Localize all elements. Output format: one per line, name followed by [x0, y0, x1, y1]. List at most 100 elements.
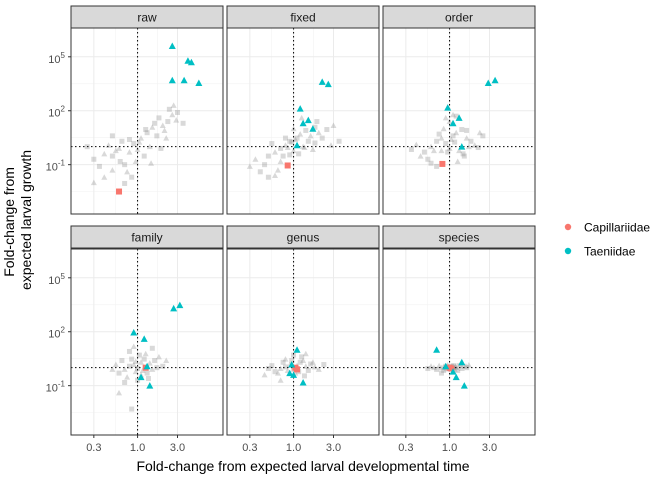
panel-border: [226, 248, 380, 436]
background-point: [149, 366, 156, 372]
background-point: [163, 357, 170, 364]
panel-border: [70, 27, 224, 215]
background-point: [265, 174, 271, 180]
background-point: [456, 363, 462, 369]
taeniidae-point: [143, 362, 151, 370]
taeniidae-point: [458, 143, 466, 150]
y-axis-title-line-2: expected larval growth: [18, 150, 34, 290]
background-point: [132, 358, 139, 365]
taeniidae-point: [442, 362, 450, 370]
background-point: [135, 377, 141, 383]
facet-strip-label: order: [445, 11, 473, 25]
background-point: [282, 364, 288, 370]
taeniidae-point: [195, 79, 203, 86]
background-point: [330, 122, 337, 129]
facet-panel-genus: genus 0.3 1.0 3.0: [226, 225, 380, 454]
background-point: [146, 143, 153, 150]
background-point: [138, 359, 145, 365]
taeniidae-point: [293, 141, 301, 149]
x-axis-title: Fold-change from expected larval develop…: [136, 458, 469, 474]
background-point: [112, 147, 119, 154]
background-point: [117, 158, 123, 164]
background-point: [443, 141, 449, 147]
background-point: [408, 146, 414, 152]
background-point: [300, 357, 307, 364]
background-point: [438, 147, 445, 154]
background-point: [413, 141, 420, 148]
background-point: [309, 146, 316, 152]
background-point: [440, 125, 447, 132]
background-point: [149, 345, 155, 351]
taeniidae-point: [170, 304, 178, 312]
background-point: [126, 149, 133, 155]
background-point: [287, 152, 293, 158]
x-tick-label: 1.0: [442, 442, 457, 454]
background-point: [425, 366, 431, 372]
background-point: [257, 169, 263, 175]
background-point: [290, 147, 297, 154]
background-point: [461, 363, 467, 369]
background-point: [277, 365, 284, 372]
capillariidae-point: [439, 160, 446, 167]
background-point: [166, 106, 172, 112]
y-tick-label: 105: [48, 51, 65, 66]
background-point: [277, 377, 284, 383]
background-point: [297, 131, 304, 137]
background-point: [450, 133, 456, 139]
background-point: [450, 111, 457, 118]
background-point: [265, 366, 271, 372]
background-point: [143, 127, 149, 133]
taeniidae-point: [168, 42, 176, 49]
background-point: [138, 135, 145, 141]
background-point: [261, 371, 268, 378]
background-point: [119, 358, 125, 364]
background-point: [278, 145, 284, 151]
background-point: [296, 151, 302, 157]
background-point: [124, 168, 131, 175]
background-point: [284, 144, 291, 151]
background-point: [155, 353, 162, 360]
background-points: [261, 350, 327, 383]
taeniidae-point: [290, 371, 298, 378]
facet-panels: raw 10-1 102 105 fixed order family 10-1 102 105 0…: [46, 5, 536, 454]
background-point: [145, 376, 151, 382]
background-point: [274, 167, 281, 173]
background-point: [142, 350, 149, 357]
background-point: [116, 145, 123, 151]
taeniidae-point: [130, 329, 138, 336]
capillariidae-point: [284, 162, 291, 169]
background-point: [136, 352, 142, 358]
x-tick-label: 0.3: [398, 442, 413, 454]
background-point: [453, 129, 460, 136]
taeniidae-point: [455, 114, 463, 121]
facet-panel-species: species 0.3 1.0 3.0: [382, 225, 536, 454]
facet-strip: [70, 225, 224, 249]
background-point: [122, 162, 128, 168]
background-point: [174, 109, 180, 115]
y-tick-label: 10-1: [46, 159, 66, 174]
x-tick-label: 1.0: [286, 442, 301, 454]
x-tick-label: 1.0: [130, 442, 145, 454]
taeniidae-point: [288, 361, 296, 368]
background-point: [141, 356, 147, 362]
background-point: [291, 352, 297, 358]
background-point: [144, 130, 150, 136]
y-tick-label: 102: [48, 326, 65, 341]
background-point: [464, 127, 470, 133]
background-point: [436, 131, 442, 137]
background-point: [305, 138, 311, 144]
background-point: [287, 138, 293, 144]
background-point: [308, 361, 314, 367]
background-point: [307, 132, 314, 139]
background-point: [159, 122, 166, 129]
background-point: [468, 138, 474, 144]
background-point: [312, 124, 318, 130]
taeniidae-point: [140, 335, 148, 342]
capillariidae-point: [448, 365, 455, 372]
background-point: [121, 366, 128, 372]
background-point: [476, 129, 483, 136]
background-point: [130, 361, 137, 368]
x-tick-label: 3.0: [170, 442, 185, 454]
background-point: [119, 138, 125, 144]
